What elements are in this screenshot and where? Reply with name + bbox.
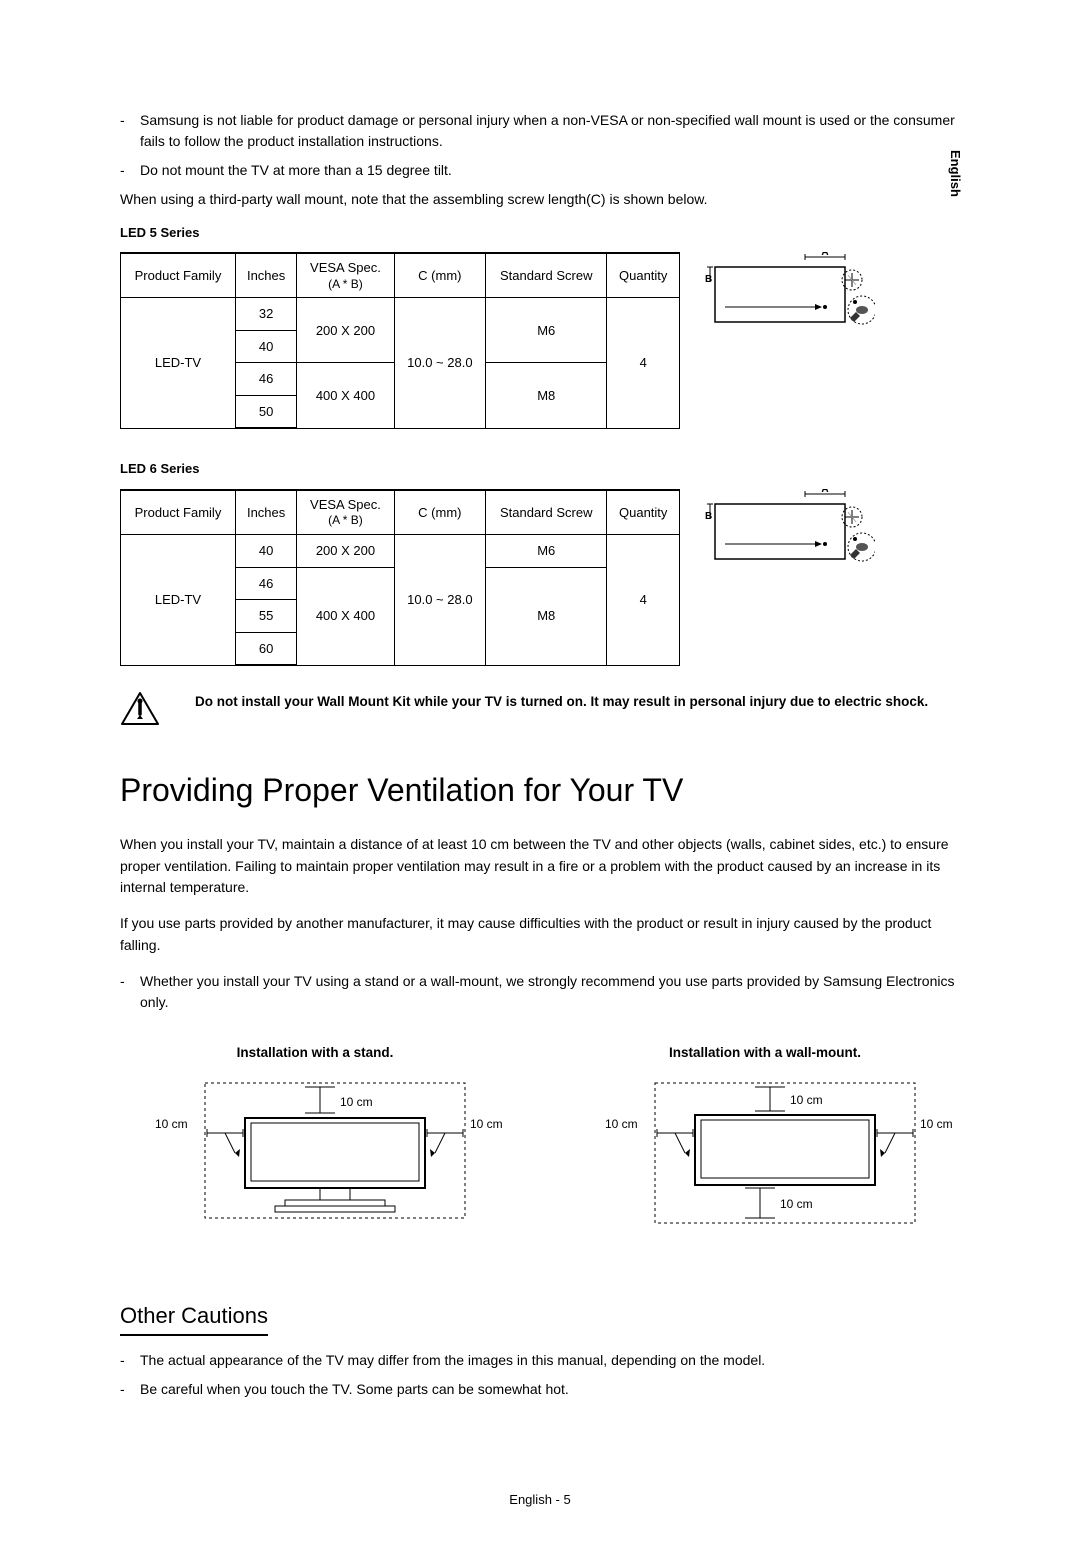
svg-text:10 cm: 10 cm — [605, 1117, 638, 1131]
series6-label: LED 6 Series — [120, 459, 960, 479]
svg-text:10 cm: 10 cm — [470, 1117, 503, 1131]
td-inches: 32 — [235, 298, 296, 331]
page-footer: English - 5 — [120, 1490, 960, 1510]
th-qty: Quantity — [607, 253, 680, 298]
series6-table: Product Family Inches VESA Spec.(A * B) … — [120, 489, 680, 666]
install-wall-title: Installation with a wall-mount. — [570, 1043, 960, 1063]
svg-text:B: B — [705, 274, 712, 285]
th-vesa: VESA Spec.(A * B) — [297, 253, 394, 298]
th-qty: Quantity — [607, 490, 680, 535]
td-inches: 40 — [235, 535, 296, 568]
th-screw: Standard Screw — [486, 253, 607, 298]
ventilation-title: Providing Proper Ventilation for Your TV — [120, 766, 960, 814]
bullet-dash: - — [120, 1350, 140, 1371]
td-inches: 40 — [235, 330, 296, 363]
ventilation-bullet: - Whether you install your TV using a st… — [120, 971, 960, 1013]
td-screw: M8 — [486, 363, 607, 429]
td-screw: M6 — [486, 535, 607, 568]
intro-bullet: - Samsung is not liable for product dama… — [120, 110, 960, 152]
td-family: LED-TV — [121, 535, 236, 666]
td-screw: M8 — [486, 567, 607, 665]
bullet-text: Be careful when you touch the TV. Some p… — [140, 1379, 960, 1400]
svg-text:B: B — [705, 511, 712, 522]
install-stand-diagram-icon: 10 cm 10 cm 10 cm — [120, 1073, 510, 1233]
install-stand-title: Installation with a stand. — [120, 1043, 510, 1063]
series6-wrap: Product Family Inches VESA Spec.(A * B) … — [120, 489, 960, 666]
th-screw: Standard Screw — [486, 490, 607, 535]
language-tab: English — [946, 150, 966, 197]
bullet-dash: - — [120, 110, 140, 152]
th-cmm: C (mm) — [394, 253, 485, 298]
other-cautions-title: Other Cautions — [120, 1299, 268, 1336]
td-screw: M6 — [486, 298, 607, 363]
screw-diagram-icon: A B — [700, 252, 875, 342]
intro-bullet: - Do not mount the TV at more than a 15 … — [120, 160, 960, 181]
series5-label: LED 5 Series — [120, 223, 960, 243]
td-qty: 4 — [607, 535, 680, 666]
th-family: Product Family — [121, 253, 236, 298]
td-inches: 50 — [235, 395, 296, 428]
warning-block: Do not install your Wall Mount Kit while… — [120, 691, 960, 726]
bullet-text: Do not mount the TV at more than a 15 de… — [140, 160, 960, 181]
td-inches: 46 — [235, 567, 296, 600]
ventilation-p2: If you use parts provided by another man… — [120, 913, 960, 956]
td-vesa: 400 X 400 — [297, 567, 394, 665]
td-vesa: 200 X 200 — [297, 298, 394, 363]
series5-table: Product Family Inches VESA Spec.(A * B) … — [120, 252, 680, 429]
th-vesa: VESA Spec.(A * B) — [297, 490, 394, 535]
bullet-text: The actual appearance of the TV may diff… — [140, 1350, 960, 1371]
td-family: LED-TV — [121, 298, 236, 429]
svg-text:10 cm: 10 cm — [790, 1093, 823, 1107]
svg-text:A: A — [821, 489, 828, 495]
td-inches: 55 — [235, 600, 296, 633]
td-crange: 10.0 ~ 28.0 — [394, 298, 485, 429]
th-inches: Inches — [235, 490, 296, 535]
bullet-dash: - — [120, 160, 140, 181]
intro-note: When using a third-party wall mount, not… — [120, 189, 960, 211]
install-stand-col: Installation with a stand. 10 cm 10 cm 1… — [120, 1043, 510, 1239]
td-vesa: 400 X 400 — [297, 363, 394, 429]
warning-text: Do not install your Wall Mount Kit while… — [195, 691, 928, 713]
install-wall-col: Installation with a wall-mount. 10 cm 10… — [570, 1043, 960, 1239]
svg-text:10 cm: 10 cm — [920, 1117, 953, 1131]
th-inches: Inches — [235, 253, 296, 298]
td-qty: 4 — [607, 298, 680, 429]
svg-text:A: A — [821, 252, 828, 258]
svg-text:10 cm: 10 cm — [340, 1095, 373, 1109]
bullet-dash: - — [120, 1379, 140, 1400]
series5-wrap: Product Family Inches VESA Spec.(A * B) … — [120, 252, 960, 429]
th-family: Product Family — [121, 490, 236, 535]
install-row: Installation with a stand. 10 cm 10 cm 1… — [120, 1043, 960, 1239]
bullet-dash: - — [120, 971, 140, 1013]
td-inches: 60 — [235, 632, 296, 665]
install-wall-diagram-icon: 10 cm 10 cm 10 cm 10 cm — [570, 1073, 960, 1233]
bullet-text: Whether you install your TV using a stan… — [140, 971, 960, 1013]
screw-diagram-icon: A B — [700, 489, 875, 579]
ventilation-p1: When you install your TV, maintain a dis… — [120, 834, 960, 899]
td-vesa: 200 X 200 — [297, 535, 394, 568]
warning-icon — [120, 691, 160, 726]
bullet-text: Samsung is not liable for product damage… — [140, 110, 960, 152]
th-cmm: C (mm) — [394, 490, 485, 535]
td-inches: 46 — [235, 363, 296, 396]
caution-bullet: - The actual appearance of the TV may di… — [120, 1350, 960, 1371]
svg-text:10 cm: 10 cm — [155, 1117, 188, 1131]
td-crange: 10.0 ~ 28.0 — [394, 535, 485, 666]
svg-text:10 cm: 10 cm — [780, 1197, 813, 1211]
caution-bullet: - Be careful when you touch the TV. Some… — [120, 1379, 960, 1400]
